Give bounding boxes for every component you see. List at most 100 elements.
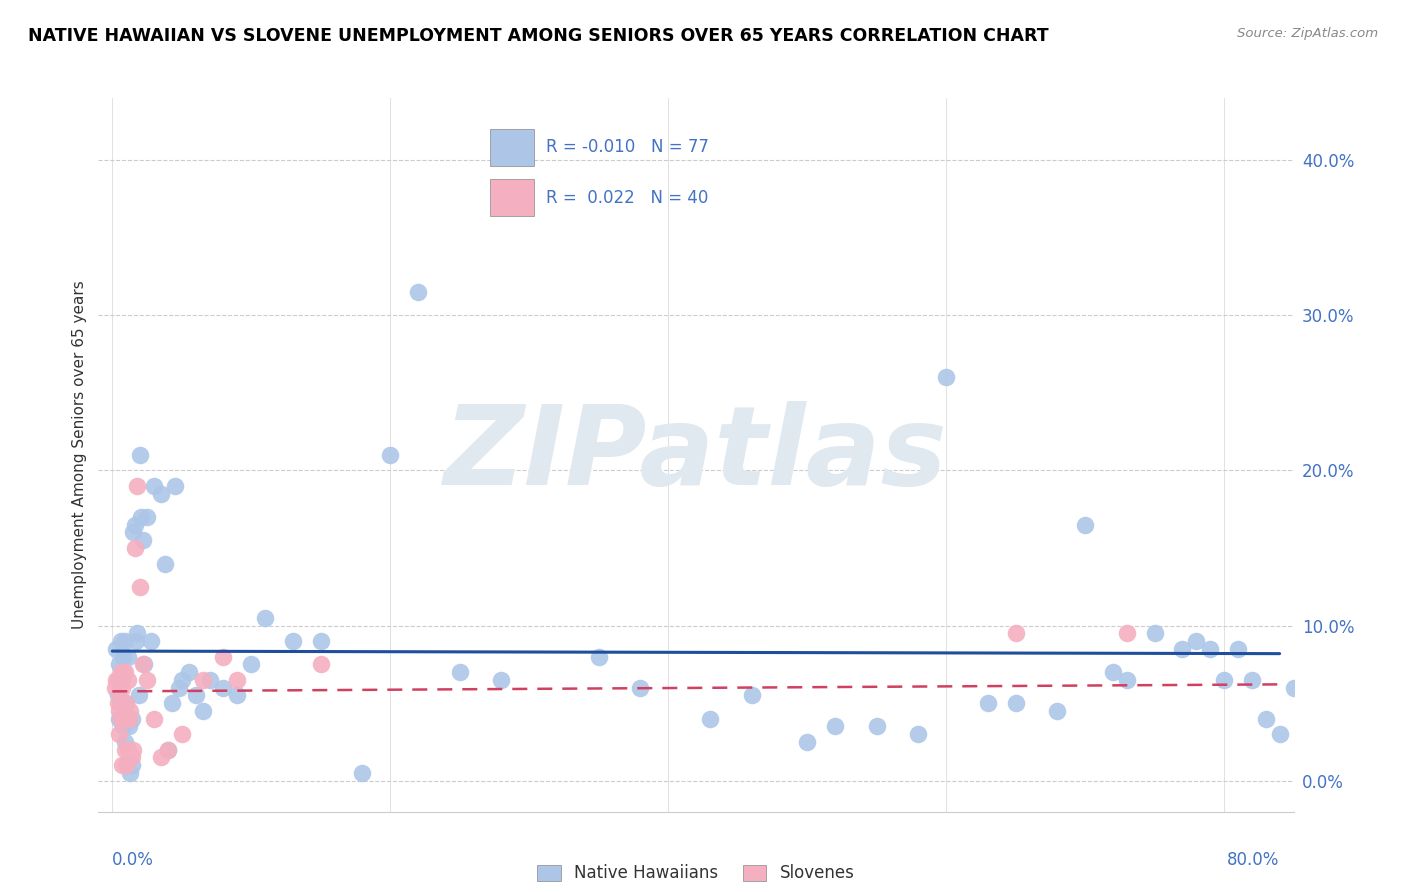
Point xyxy=(121,758,143,772)
Point xyxy=(191,704,214,718)
Point xyxy=(491,673,513,687)
Point xyxy=(254,611,277,625)
Point xyxy=(118,719,141,733)
Point xyxy=(226,689,249,703)
Point xyxy=(1226,641,1249,656)
Point xyxy=(112,719,135,733)
Point xyxy=(191,673,214,687)
Point xyxy=(796,735,818,749)
Point xyxy=(110,665,132,679)
Text: 0.0%: 0.0% xyxy=(112,850,155,869)
Point xyxy=(114,735,136,749)
Point xyxy=(588,649,610,664)
Point xyxy=(125,634,148,648)
Point xyxy=(117,742,139,756)
Point xyxy=(110,673,132,687)
Point xyxy=(105,673,128,687)
Point xyxy=(1004,696,1026,710)
Point xyxy=(111,673,134,687)
Point xyxy=(977,696,1000,710)
Point xyxy=(108,704,131,718)
Point xyxy=(124,517,146,532)
Point xyxy=(309,657,332,672)
Point xyxy=(212,649,235,664)
Y-axis label: Unemployment Among Seniors over 65 years: Unemployment Among Seniors over 65 years xyxy=(72,281,87,629)
Point xyxy=(449,665,471,679)
Point xyxy=(112,649,135,664)
Point xyxy=(699,712,721,726)
Point xyxy=(160,696,183,710)
Point xyxy=(110,712,132,726)
Point xyxy=(108,673,131,687)
Point xyxy=(1254,712,1277,726)
Point xyxy=(156,742,179,756)
Point xyxy=(127,479,149,493)
Point xyxy=(824,719,846,733)
Point xyxy=(124,541,146,555)
Point xyxy=(177,665,200,679)
Point xyxy=(865,719,887,733)
Point xyxy=(110,696,132,710)
Point xyxy=(104,681,127,695)
Point xyxy=(1185,634,1208,648)
Point xyxy=(1074,517,1097,532)
Point xyxy=(149,486,172,500)
Point xyxy=(115,758,138,772)
Point xyxy=(907,727,929,741)
Point xyxy=(114,665,136,679)
Point xyxy=(141,634,163,648)
Point xyxy=(114,742,136,756)
Point xyxy=(143,712,166,726)
Point xyxy=(1213,673,1236,687)
Legend: Native Hawaiians, Slovenes: Native Hawaiians, Slovenes xyxy=(530,858,862,889)
Point xyxy=(120,704,142,718)
Point xyxy=(112,665,135,679)
Point xyxy=(1199,641,1222,656)
Text: Source: ZipAtlas.com: Source: ZipAtlas.com xyxy=(1237,27,1378,40)
Point xyxy=(628,681,651,695)
Text: 80.0%: 80.0% xyxy=(1227,850,1279,869)
Point xyxy=(153,557,176,571)
Point xyxy=(127,626,149,640)
Point xyxy=(226,673,249,687)
Point xyxy=(167,681,190,695)
Point xyxy=(1282,681,1305,695)
Point xyxy=(108,657,131,672)
Point xyxy=(352,766,374,780)
Point xyxy=(114,712,136,726)
Point xyxy=(107,689,129,703)
Point xyxy=(105,641,128,656)
Point xyxy=(212,681,235,695)
Point xyxy=(122,525,145,540)
Point xyxy=(131,510,153,524)
Point xyxy=(1046,704,1069,718)
Point xyxy=(117,649,139,664)
Point xyxy=(132,657,155,672)
Point xyxy=(184,689,207,703)
Point xyxy=(134,657,156,672)
Point xyxy=(107,673,129,687)
Point xyxy=(170,673,193,687)
Point xyxy=(240,657,263,672)
Text: NATIVE HAWAIIAN VS SLOVENE UNEMPLOYMENT AMONG SENIORS OVER 65 YEARS CORRELATION : NATIVE HAWAIIAN VS SLOVENE UNEMPLOYMENT … xyxy=(28,27,1049,45)
Point xyxy=(108,727,131,741)
Point xyxy=(108,712,131,726)
Point xyxy=(406,285,429,299)
Point xyxy=(107,696,129,710)
Point xyxy=(1004,626,1026,640)
Point xyxy=(110,634,132,648)
Point xyxy=(1115,626,1137,640)
Point xyxy=(129,580,152,594)
Point xyxy=(112,712,135,726)
Point xyxy=(115,696,138,710)
Point xyxy=(121,750,143,764)
Point xyxy=(309,634,332,648)
Point xyxy=(129,448,152,462)
Point xyxy=(120,766,142,780)
Point xyxy=(1171,641,1194,656)
Point xyxy=(115,758,138,772)
Point xyxy=(115,696,138,710)
Point xyxy=(117,673,139,687)
Point xyxy=(1143,626,1166,640)
Point xyxy=(1240,673,1263,687)
